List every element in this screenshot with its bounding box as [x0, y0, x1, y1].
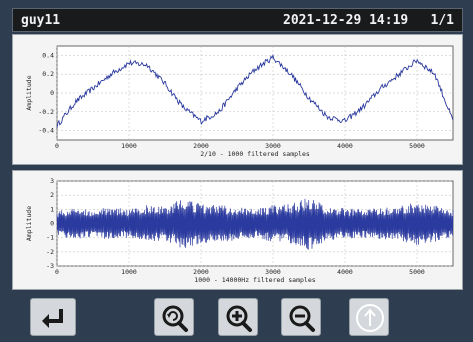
- scroll-up-button[interactable]: [349, 298, 389, 336]
- series-line: [56, 53, 454, 129]
- x-tick-label: 0: [55, 142, 59, 150]
- y-tick-label: 0.4: [42, 51, 54, 59]
- y-tick-label: -3: [46, 262, 54, 270]
- x-tick-label: 5000: [409, 268, 425, 276]
- zoom-out-icon: [289, 305, 315, 332]
- x-tick-label: 2000: [193, 142, 209, 150]
- waveform-chart-top[interactable]: 0 1000 2000 3000 4000 5000 0.4 0.2 0 -0.2 -0.4 Ampl…: [13, 35, 462, 164]
- y-tick-label: 0: [50, 89, 54, 97]
- y-axis-label: Amplitude: [25, 206, 33, 241]
- waveform-chart-bottom[interactable]: 0 1000 2000 3000 4000 5000 3 2 1 0 -1 -2 -3 Amplitude…: [13, 171, 462, 289]
- zoom-in-button[interactable]: [218, 298, 258, 336]
- y-tick-label: 3: [50, 177, 54, 185]
- x-axis-label: 1000 - 14000Hz filtered samples: [194, 276, 315, 284]
- x-axis-label: 2/10 - 1000 filtered samples: [200, 150, 310, 158]
- enter-button[interactable]: [30, 298, 76, 336]
- button-bar: [0, 294, 473, 342]
- x-tick-label: 1000: [121, 268, 137, 276]
- zoom-reset-icon: [162, 305, 188, 332]
- zoom-in-icon: [226, 305, 252, 332]
- page-indicator: 1/1: [430, 13, 454, 28]
- y-tick-label: -2: [46, 248, 54, 256]
- series-line: [56, 198, 454, 250]
- y-tick-label: -0.2: [38, 108, 54, 116]
- status-bar: guy11 2021-12-29 14:19 1/1: [12, 8, 463, 32]
- user-name: guy11: [21, 13, 61, 28]
- date-time: 2021-12-29 14:19: [283, 13, 409, 28]
- x-tick-label: 2000: [193, 268, 209, 276]
- x-tick-label: 4000: [337, 142, 353, 150]
- y-tick-label: -1: [46, 234, 54, 242]
- y-axis-label: Amplitude: [25, 75, 33, 110]
- x-tick-label: 3000: [265, 142, 281, 150]
- arrow-up-icon: [356, 304, 384, 332]
- x-tick-label: 5000: [409, 142, 425, 150]
- y-tick-label: -0.4: [38, 127, 54, 135]
- x-tick-label: 3000: [265, 268, 281, 276]
- zoom-reset-button[interactable]: [154, 298, 194, 336]
- chart-panel-top: 0 1000 2000 3000 4000 5000 0.4 0.2 0 -0.2 -0.4 Ampl…: [12, 34, 463, 165]
- y-tick-label: 0.2: [42, 70, 54, 78]
- y-tick-label: 2: [50, 191, 54, 199]
- x-tick-label: 1000: [121, 142, 137, 150]
- enter-icon: [42, 309, 63, 328]
- chart-panel-bottom: 0 1000 2000 3000 4000 5000 3 2 1 0 -1 -2 -3 Amplitude…: [12, 170, 463, 290]
- y-tick-label: 0: [50, 220, 54, 228]
- x-tick-label: 4000: [337, 268, 353, 276]
- y-tick-label: 1: [50, 205, 54, 213]
- zoom-out-button[interactable]: [281, 298, 321, 336]
- x-tick-label: 0: [55, 268, 59, 276]
